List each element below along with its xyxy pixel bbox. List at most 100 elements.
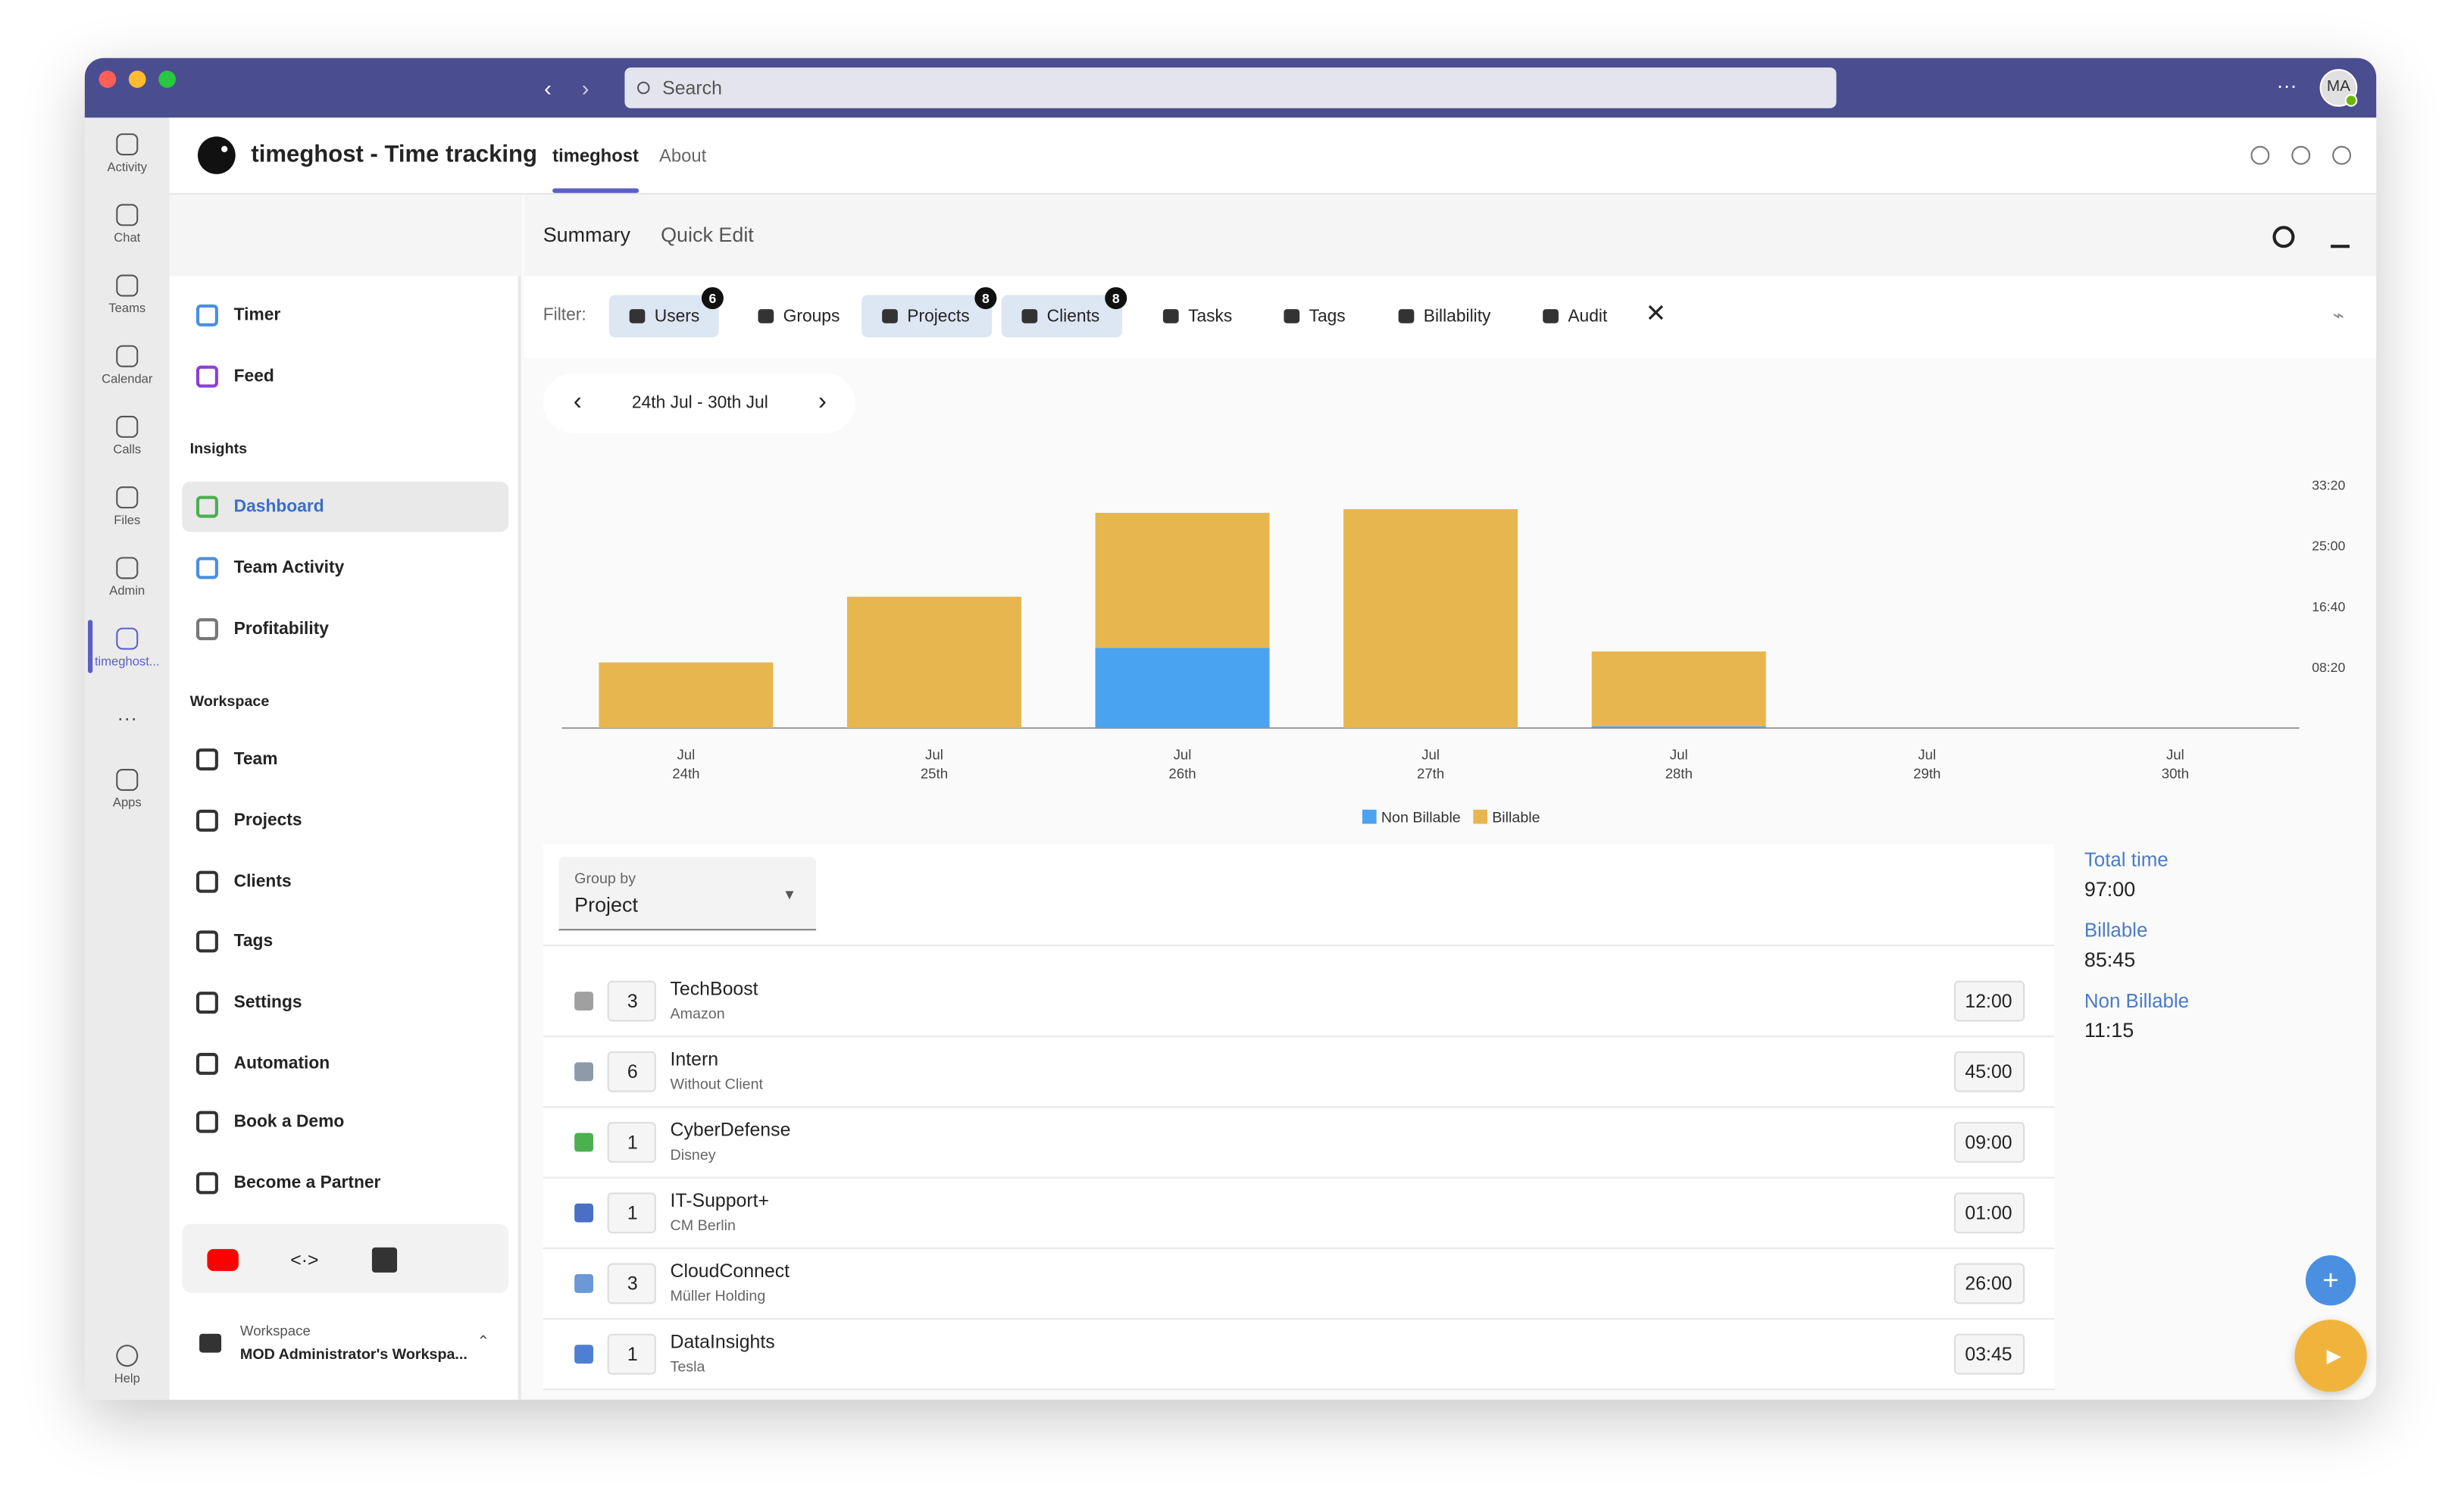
app-logo: [198, 136, 236, 174]
nav-item[interactable]: Profitability: [233, 620, 329, 639]
nav-item[interactable]: Tags: [233, 932, 274, 951]
workspace-switch[interactable]: ⌃: [477, 1333, 490, 1351]
help-link[interactable]: [371, 1247, 398, 1273]
filter-text[interactable]: Tags: [1309, 308, 1346, 326]
back-arrow[interactable]: ‹: [544, 75, 552, 101]
filter-text[interactable]: Audit: [1568, 308, 1608, 326]
window-control[interactable]: [98, 70, 116, 87]
rail-label[interactable]: Files: [114, 513, 141, 528]
rail-label[interactable]: Teams: [108, 301, 146, 316]
rail-icon[interactable]: [116, 415, 139, 438]
clear-filters[interactable]: ✕: [1645, 301, 1667, 328]
nav-item[interactable]: Become a Partner: [233, 1173, 381, 1193]
nav-item[interactable]: Settings: [233, 993, 302, 1013]
download-button[interactable]: [2331, 226, 2350, 248]
filter-badge: [974, 287, 997, 310]
filter-icon: [1021, 309, 1038, 323]
filter-text[interactable]: Clients: [1046, 308, 1100, 326]
add-entry-button[interactable]: [2305, 1255, 2356, 1306]
workspace-icon: [199, 1333, 222, 1353]
filter-text[interactable]: Groups: [783, 308, 840, 326]
embed-link[interactable]: <·>: [290, 1248, 319, 1271]
youtube-link[interactable]: [207, 1248, 239, 1271]
nav-item[interactable]: Timer: [233, 305, 281, 325]
group-by-select[interactable]: [558, 857, 817, 931]
project-name[interactable]: Intern: [670, 1048, 719, 1070]
help-icon[interactable]: [116, 1345, 139, 1367]
nav-item[interactable]: Automation: [233, 1054, 330, 1073]
header-icon[interactable]: [2250, 145, 2270, 165]
header-icon[interactable]: [2291, 145, 2311, 165]
app-tab[interactable]: timeghost: [552, 147, 639, 167]
total-label: Non Billable: [2084, 990, 2190, 1013]
rail-icon[interactable]: [116, 557, 139, 579]
app-logo-eye: [221, 145, 228, 152]
project-name[interactable]: IT-Support+: [670, 1189, 770, 1212]
rail-icon[interactable]: [116, 133, 139, 156]
filter-icon: [882, 309, 898, 323]
nav-icon: [195, 618, 218, 641]
history-button[interactable]: [2272, 226, 2295, 248]
filter-text[interactable]: Users: [654, 308, 700, 326]
forward-arrow[interactable]: ›: [581, 75, 589, 101]
workspace-label: Workspace: [239, 1323, 311, 1339]
window-control[interactable]: [127, 70, 145, 87]
rail-label[interactable]: timeghost...: [94, 654, 160, 669]
rail-icon[interactable]: [116, 486, 139, 509]
project-name[interactable]: CyberDefense: [670, 1118, 791, 1141]
subtab[interactable]: Quick Edit: [661, 223, 754, 247]
rail-label[interactable]: Help: [114, 1371, 140, 1386]
header-icon[interactable]: [2332, 145, 2352, 165]
rail-icon[interactable]: [116, 274, 139, 297]
search-box[interactable]: [624, 67, 1837, 108]
project-client: CM Berlin: [670, 1217, 736, 1236]
rail-icon[interactable]: [116, 769, 139, 792]
rail-label[interactable]: Activity: [107, 160, 148, 174]
project-time: 03:45: [1965, 1343, 2012, 1366]
group-by-arrow: ▼: [782, 886, 797, 903]
nav-item[interactable]: Book a Demo: [233, 1112, 345, 1132]
filter-text[interactable]: Billability: [1423, 308, 1491, 326]
pin-filters[interactable]: ⌁: [2332, 304, 2344, 326]
start-timer-button[interactable]: [2294, 1320, 2367, 1392]
rail-icon[interactable]: [116, 204, 139, 226]
filter-text[interactable]: Tasks: [1188, 308, 1233, 326]
window-control[interactable]: [158, 70, 175, 87]
rail-more[interactable]: ···: [117, 706, 138, 730]
subtab[interactable]: Summary: [543, 223, 630, 247]
time-box: [1953, 1263, 2025, 1304]
filter-text[interactable]: Projects: [907, 308, 970, 326]
x-tick-label: 28th: [1665, 765, 1693, 781]
rail-label[interactable]: Chat: [114, 230, 141, 245]
nav-item[interactable]: Feed: [233, 367, 274, 386]
app-tab[interactable]: About: [659, 147, 707, 167]
app-title: timeghost - Time tracking: [251, 141, 537, 168]
nav-item[interactable]: Dashboard: [233, 497, 324, 517]
nav-item[interactable]: Clients: [233, 872, 292, 892]
x-tick-label: 26th: [1168, 765, 1196, 781]
rail-label[interactable]: Calendar: [102, 371, 153, 386]
prev-week[interactable]: ‹: [573, 389, 582, 416]
rail-label[interactable]: Admin: [109, 583, 145, 598]
row-divider: [543, 1389, 2055, 1391]
filter-chip[interactable]: [1001, 295, 1123, 338]
project-client: Without Client: [670, 1076, 764, 1094]
rail-label[interactable]: Calls: [113, 442, 142, 457]
filter-chip[interactable]: [608, 295, 719, 338]
x-tick-label: Jul: [1670, 747, 1688, 763]
rail-icon[interactable]: [116, 345, 139, 367]
count-box: [607, 980, 656, 1022]
rail-label[interactable]: Apps: [112, 795, 142, 810]
more-menu[interactable]: ···: [2276, 73, 2297, 98]
nav-item[interactable]: Projects: [233, 811, 302, 830]
project-name[interactable]: CloudConnect: [670, 1260, 790, 1282]
nav-item[interactable]: Team: [233, 750, 278, 770]
project-time: 09:00: [1965, 1131, 2012, 1154]
nav-item[interactable]: Team Activity: [233, 558, 345, 578]
project-name[interactable]: TechBoost: [670, 977, 758, 1000]
next-week[interactable]: ›: [818, 389, 827, 416]
workspace-name: MOD Administrator's Workspa...: [239, 1346, 467, 1364]
project-name[interactable]: DataInsights: [670, 1330, 775, 1353]
rail-icon[interactable]: [116, 627, 139, 650]
